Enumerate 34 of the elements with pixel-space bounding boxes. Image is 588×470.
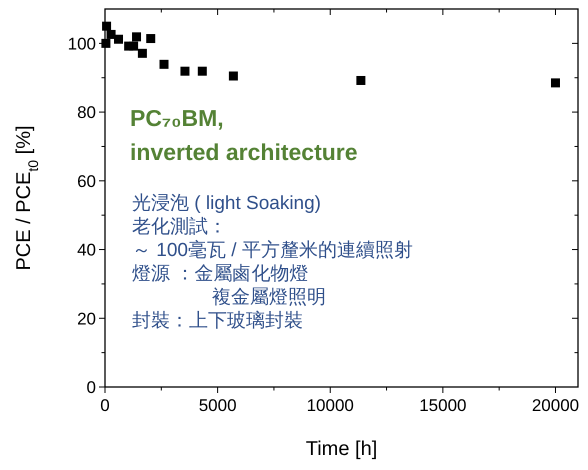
- point: [146, 34, 156, 44]
- x-tick-label: 15000: [419, 396, 466, 415]
- point: [228, 72, 238, 81]
- point: [160, 60, 169, 69]
- point: [106, 30, 116, 39]
- x-tick-label: 20000: [532, 396, 580, 415]
- point: [114, 34, 124, 44]
- annotation: 燈源 ：金屬鹵化物燈: [132, 264, 308, 284]
- annotation: ～ 100毫瓦 / 平方釐米的連續照射: [132, 240, 413, 261]
- point: [550, 78, 560, 88]
- point: [356, 76, 366, 85]
- point: [198, 66, 207, 76]
- annotation: 老化測試：: [132, 216, 227, 238]
- x-axis-title: Time [h]: [306, 438, 378, 460]
- y-tick-label: 0: [86, 378, 96, 397]
- y-tick-label: 20: [77, 309, 96, 328]
- point: [129, 42, 138, 51]
- point: [138, 48, 147, 58]
- annotation: 光浸泡 ( light Soaking): [132, 193, 322, 214]
- point: [180, 66, 190, 76]
- annotation: inverted architecture: [130, 139, 358, 165]
- annotation: PC₇₀BM,: [130, 105, 224, 131]
- x-tick-label: 5000: [198, 396, 237, 415]
- y-tick-label: 80: [77, 103, 96, 122]
- annotation: 封裝：上下玻璃封裝: [132, 310, 303, 332]
- y-tick-label: 100: [68, 34, 96, 54]
- point: [132, 32, 142, 42]
- x-tick-label: 10000: [306, 396, 354, 415]
- point: [102, 22, 112, 31]
- point: [101, 38, 110, 48]
- y-tick-label: 60: [77, 172, 96, 191]
- annotation: 複金屬燈照明: [212, 287, 326, 308]
- x-tick-label: 0: [100, 396, 110, 415]
- y-tick-label: 40: [77, 240, 96, 260]
